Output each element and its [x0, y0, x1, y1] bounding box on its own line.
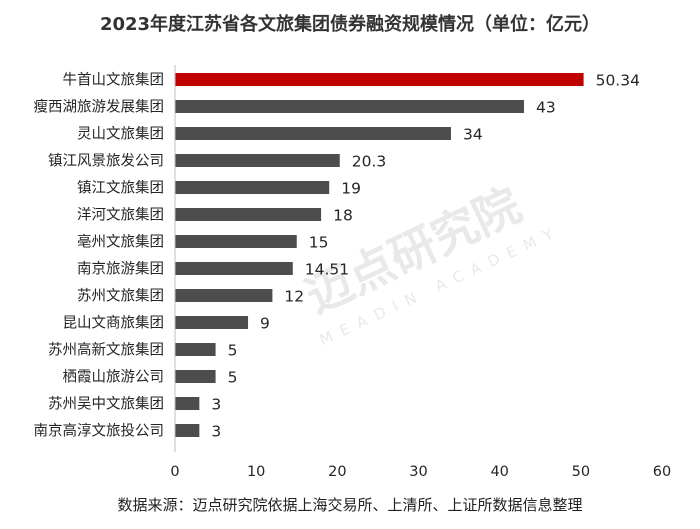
value-label: 50.34: [596, 72, 640, 90]
category-label: 昆山文商旅集团: [63, 315, 165, 332]
category-label: 镇江风景旅发公司: [48, 153, 164, 170]
bar: [175, 343, 216, 356]
x-tick-label: 30: [409, 464, 427, 480]
x-tick-label: 10: [247, 464, 265, 480]
category-label: 瘦西湖旅游发展集团: [34, 99, 165, 116]
category-label: 苏州文旅集团: [77, 288, 164, 305]
x-tick-label: 60: [653, 464, 671, 480]
bar: [175, 289, 273, 302]
bar: [175, 73, 584, 86]
value-label: 5: [228, 369, 238, 387]
category-label: 南京高淳文旅投公司: [34, 422, 165, 440]
x-tick-label: 40: [490, 464, 508, 480]
bar: [175, 100, 525, 113]
value-label: 15: [309, 234, 329, 252]
bar: [175, 397, 200, 410]
value-label: 5: [228, 342, 238, 360]
value-label: 34: [463, 126, 483, 144]
bar: [175, 235, 297, 248]
x-tick-label: 20: [328, 464, 346, 480]
chart-title: 2023年度江苏省各文旅集团债券融资规模情况（单位：亿元）: [99, 14, 601, 35]
bar: [175, 370, 216, 383]
value-label: 20.3: [352, 153, 387, 171]
bar: [175, 208, 322, 221]
value-label: 12: [284, 288, 304, 306]
category-label: 苏州高新文旅集团: [48, 342, 164, 359]
category-label: 洋河文旅集团: [77, 207, 164, 224]
data-source-note: 数据来源：迈点研究院依据上海交易所、上清所、上证所数据信息整理: [117, 496, 583, 514]
value-label: 19: [341, 180, 361, 198]
bar: [175, 262, 293, 275]
bar: [175, 424, 200, 437]
category-label: 栖霞山旅游公司: [63, 369, 165, 386]
bar: [175, 181, 330, 194]
category-label: 苏州吴中文旅集团: [48, 396, 164, 413]
value-label: 18: [333, 207, 353, 225]
value-label: 3: [211, 396, 221, 414]
value-label: 9: [260, 315, 270, 333]
category-label: 镇江文旅集团: [77, 180, 164, 197]
value-label: 14.51: [305, 261, 349, 279]
x-tick-label: 0: [170, 464, 179, 480]
category-label: 亳州文旅集团: [77, 233, 164, 251]
value-label: 43: [536, 99, 556, 117]
value-label: 3: [211, 423, 221, 441]
x-tick-label: 50: [572, 464, 590, 480]
category-label: 灵山文旅集团: [77, 126, 164, 143]
bar: [175, 154, 340, 167]
bar: [175, 127, 451, 140]
bar: [175, 316, 249, 329]
category-label: 牛首山文旅集团: [63, 72, 165, 89]
category-label: 南京旅游集团: [77, 261, 164, 278]
